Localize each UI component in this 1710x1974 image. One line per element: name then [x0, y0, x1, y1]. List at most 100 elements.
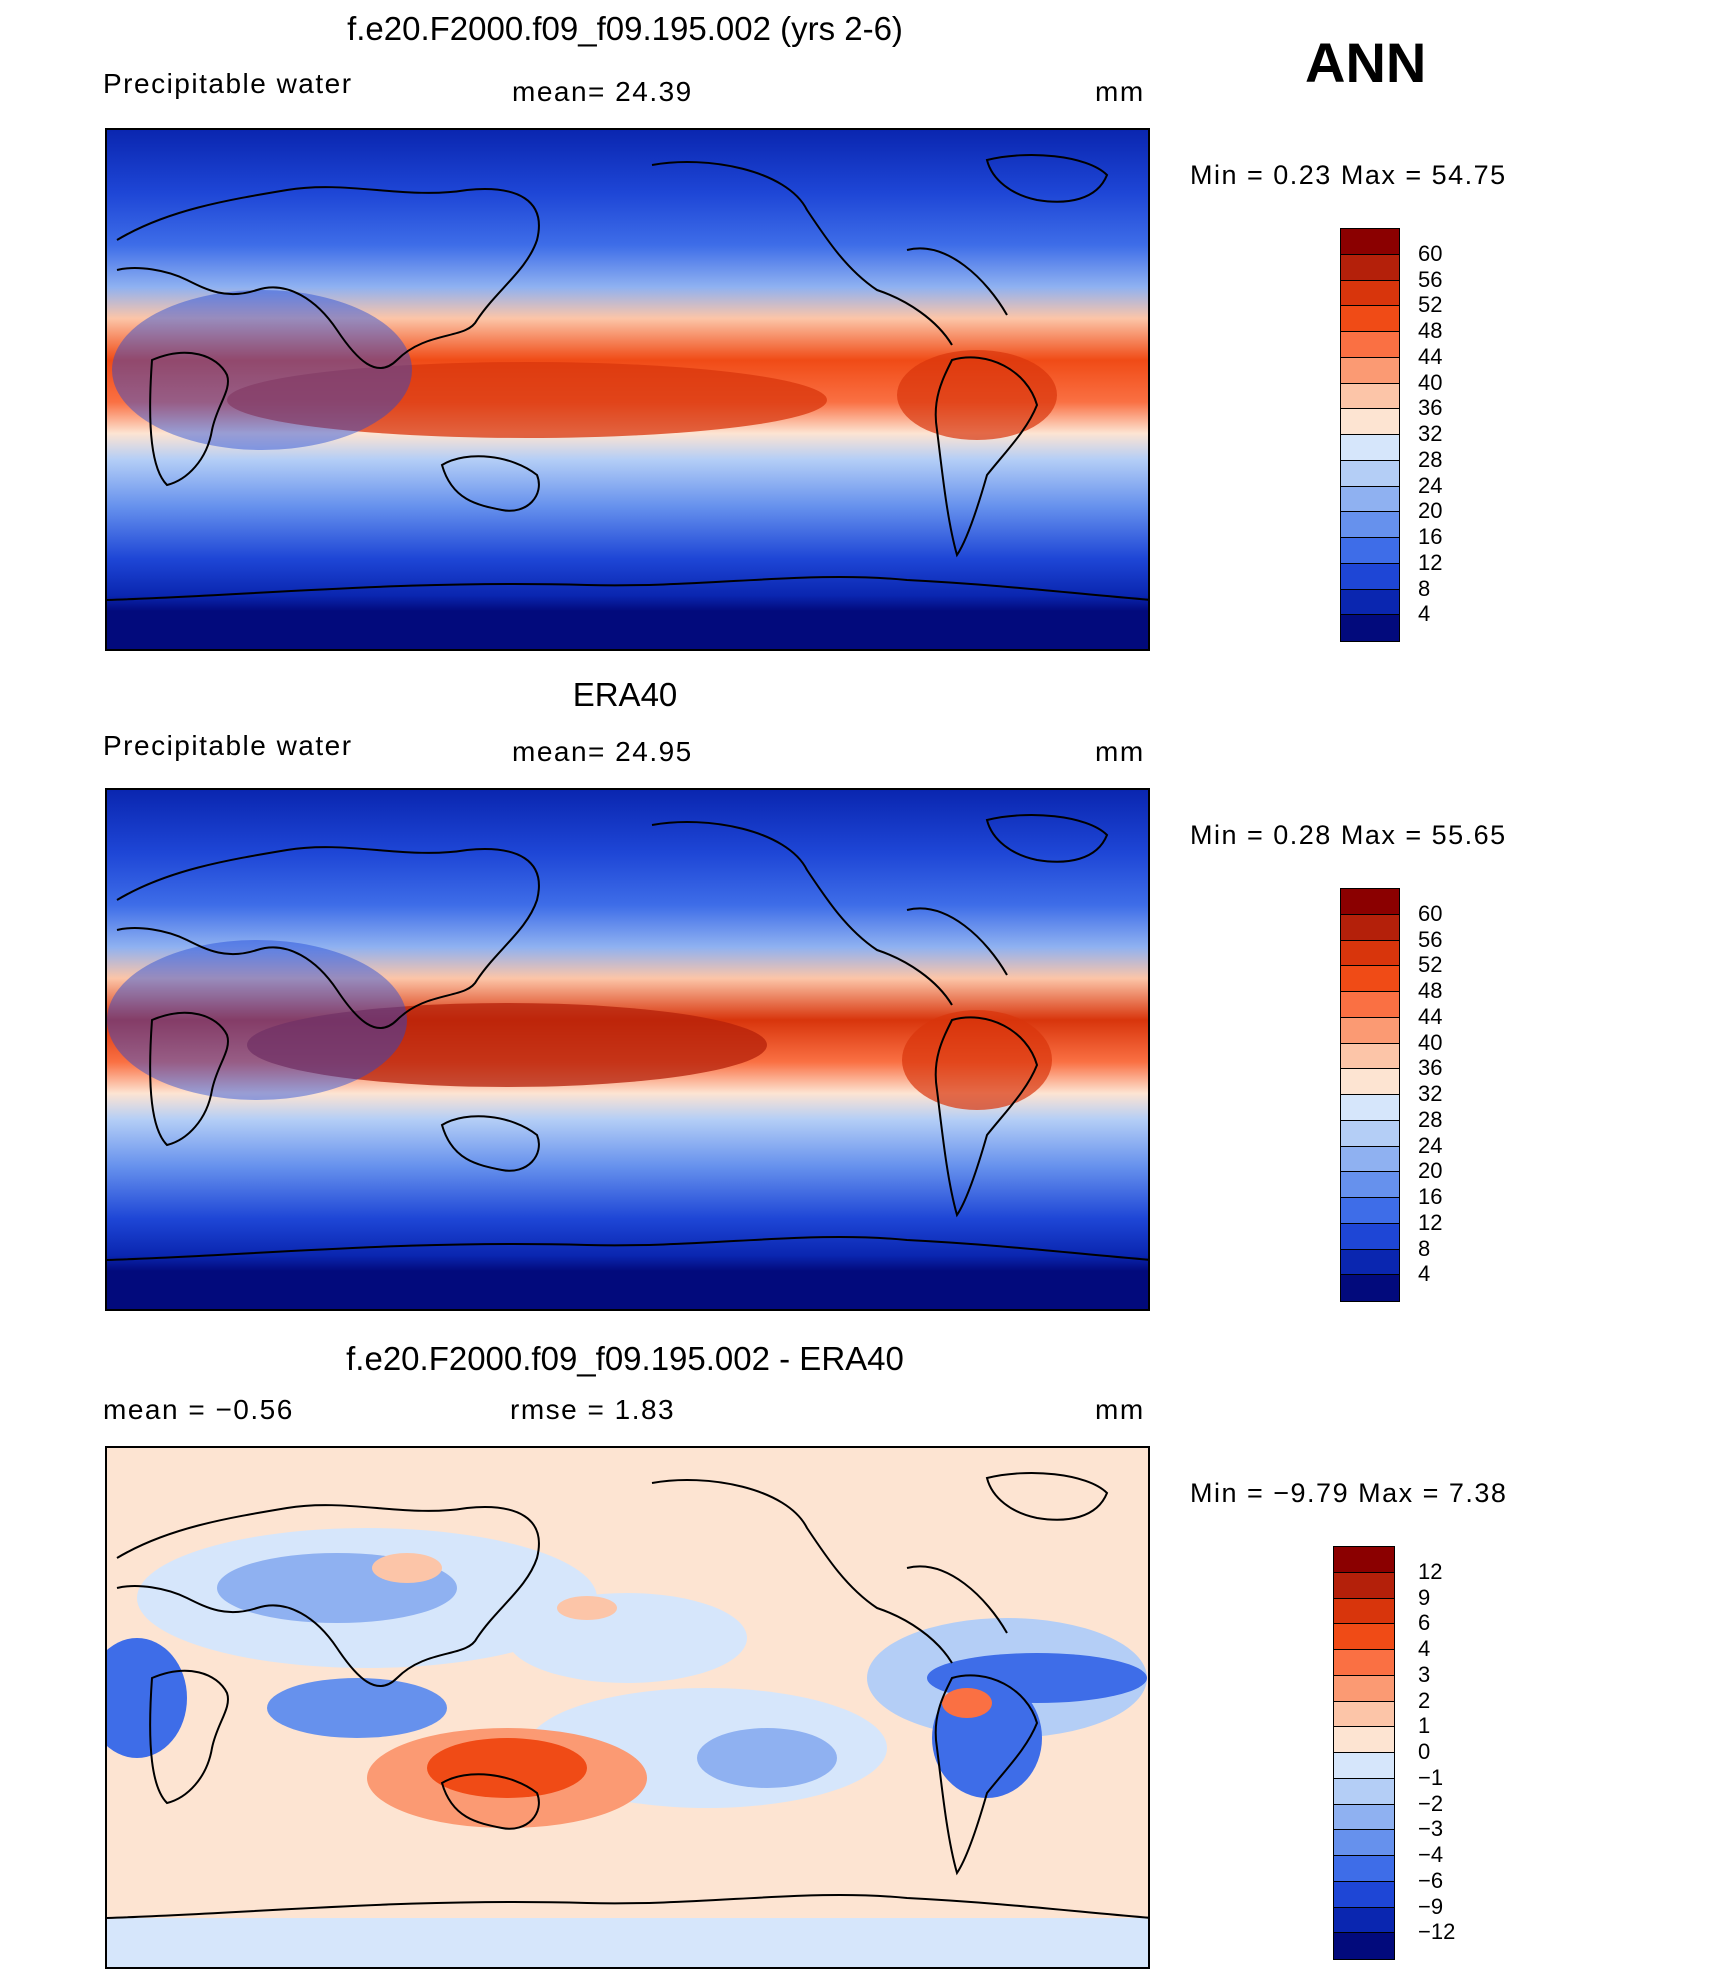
colorbar-swatch — [1341, 538, 1399, 564]
colorbar-tick-label: 8 — [1418, 1235, 1431, 1261]
colorbar-tick-label: −6 — [1418, 1867, 1444, 1893]
panel1-map — [105, 128, 1150, 651]
colorbar-swatch — [1341, 357, 1399, 384]
colorbar-tick-label: 32 — [1418, 1081, 1443, 1106]
colorbar-tick-label: 36 — [1418, 1055, 1443, 1081]
colorbar-swatch — [1341, 254, 1399, 281]
colorbar-tick-label: 60 — [1418, 900, 1443, 926]
colorbar-swatch — [1341, 383, 1399, 410]
colorbar-swatch — [1341, 1275, 1399, 1301]
panel3-minmax: Min = −9.79 Max = 7.38 — [1190, 1478, 1508, 1508]
colorbar-swatch — [1341, 306, 1399, 332]
panel1-coastlines — [107, 154, 1148, 601]
colorbar-tick-label: −3 — [1418, 1816, 1444, 1842]
colorbar-swatch — [1341, 1172, 1399, 1198]
colorbar-swatch — [1341, 280, 1399, 307]
panel2-minmax: Min = 0.28 Max = 55.65 — [1190, 820, 1507, 850]
colorbar-tick-label: 8 — [1418, 575, 1431, 601]
colorbar-swatch — [1334, 1547, 1394, 1573]
colorbar-swatch — [1341, 486, 1399, 513]
colorbar-tick-label: 40 — [1418, 1029, 1443, 1055]
colorbar-swatch — [1341, 1043, 1399, 1070]
colorbar-swatch — [1341, 992, 1399, 1018]
colorbar-tick-label: −12 — [1418, 1919, 1456, 1945]
colorbar-tick-label: 20 — [1418, 1158, 1443, 1184]
colorbar-swatch — [1334, 1701, 1394, 1728]
colorbar-tick-label: 12 — [1418, 549, 1443, 575]
colorbar-tick-label: 28 — [1418, 446, 1443, 472]
colorbar-tick-label: 44 — [1418, 343, 1443, 369]
colorbar-swatch — [1341, 1223, 1399, 1250]
colorbar-tick-label: 56 — [1418, 926, 1443, 952]
panel2-mean-label: mean= 24.95 — [512, 736, 693, 767]
colorbar-tick-label: 20 — [1418, 498, 1443, 524]
colorbar-tick-label: 40 — [1418, 369, 1443, 395]
colorbar-tick-label: 1 — [1418, 1713, 1431, 1739]
colorbar-swatch — [1334, 1830, 1394, 1856]
colorbar-swatch — [1334, 1572, 1394, 1599]
colorbar-swatch — [1341, 1069, 1399, 1095]
season-label: ANN — [1305, 31, 1427, 94]
colorbar-tick-label: 12 — [1418, 1209, 1443, 1235]
panel1-units: mm — [1095, 76, 1145, 107]
colorbar-tick-label: 4 — [1418, 1636, 1431, 1661]
colorbar-swatch — [1334, 1933, 1394, 1959]
colorbar-swatch — [1341, 1095, 1399, 1121]
colorbar-swatch — [1341, 615, 1399, 641]
panel3-units: mm — [1095, 1394, 1145, 1425]
colorbar-tick-label: −1 — [1418, 1764, 1444, 1790]
panel2-colorbar-ticks: 60 56 52 48 44 40 36 32 28 24 20 16 12 8 4 — [1418, 888, 1478, 1302]
colorbar-swatch — [1341, 563, 1399, 590]
colorbar-tick-label: 52 — [1418, 952, 1443, 978]
colorbar-swatch — [1341, 1249, 1399, 1276]
colorbar-swatch — [1341, 409, 1399, 435]
colorbar-tick-label: 52 — [1418, 292, 1443, 318]
panel2-map — [105, 788, 1150, 1311]
panel1-variable-label: Precipitable water — [103, 68, 353, 99]
colorbar-swatch — [1334, 1907, 1394, 1934]
colorbar-tick-label: −9 — [1418, 1893, 1444, 1919]
colorbar-tick-label: 48 — [1418, 318, 1443, 343]
colorbar-swatch — [1341, 332, 1399, 358]
colorbar-swatch — [1334, 1598, 1394, 1625]
panel2-coastlines — [107, 814, 1148, 1261]
colorbar-swatch — [1341, 1198, 1399, 1224]
panel2-title: ERA40 — [572, 676, 678, 713]
colorbar-swatch — [1334, 1753, 1394, 1779]
panel1-colorbar — [1340, 228, 1400, 642]
colorbar-tick-label: 4 — [1418, 1261, 1431, 1287]
colorbar-tick-label: −2 — [1418, 1790, 1444, 1816]
colorbar-tick-label: 56 — [1418, 266, 1443, 292]
colorbar-tick-label: 4 — [1418, 601, 1431, 627]
colorbar-tick-label: 0 — [1418, 1739, 1431, 1764]
colorbar-swatch — [1334, 1650, 1394, 1676]
colorbar-swatch — [1341, 460, 1399, 487]
colorbar-tick-label: 24 — [1418, 1132, 1443, 1158]
panel1-minmax: Min = 0.23 Max = 54.75 — [1190, 160, 1507, 190]
panel3-rmse-label: rmse = 1.83 — [510, 1394, 676, 1425]
panel3-map — [105, 1446, 1150, 1969]
colorbar-tick-label: 36 — [1418, 395, 1443, 421]
colorbar-swatch — [1334, 1778, 1394, 1805]
panel1-title: f.e20.F2000.f09_f09.195.002 (yrs 2-6) — [347, 10, 903, 47]
colorbar-swatch — [1341, 589, 1399, 616]
colorbar-swatch — [1341, 1017, 1399, 1044]
colorbar-swatch — [1334, 1856, 1394, 1882]
panel1-colorbar-ticks: 60 56 52 48 44 40 36 32 28 24 20 16 12 8 4 — [1418, 228, 1478, 642]
colorbar-tick-label: 32 — [1418, 421, 1443, 446]
colorbar-tick-label: 16 — [1418, 1184, 1443, 1209]
colorbar-swatch — [1341, 1146, 1399, 1173]
colorbar-swatch — [1341, 512, 1399, 538]
panel3-colorbar-ticks: 12 9 6 4 3 2 1 0 −1 −2 −3 −4 −6 −9 −12 — [1418, 1546, 1478, 1960]
colorbar-tick-label: 12 — [1418, 1558, 1443, 1584]
panel2-variable-label: Precipitable water — [103, 730, 353, 761]
colorbar-swatch — [1341, 889, 1399, 915]
panel3-coastlines — [107, 1472, 1148, 1919]
colorbar-tick-label: 28 — [1418, 1106, 1443, 1132]
colorbar-tick-label: 48 — [1418, 978, 1443, 1003]
panel2-units: mm — [1095, 736, 1145, 767]
colorbar-swatch — [1341, 940, 1399, 967]
colorbar-swatch — [1334, 1624, 1394, 1650]
colorbar-tick-label: 24 — [1418, 472, 1443, 498]
colorbar-tick-label: 60 — [1418, 240, 1443, 266]
